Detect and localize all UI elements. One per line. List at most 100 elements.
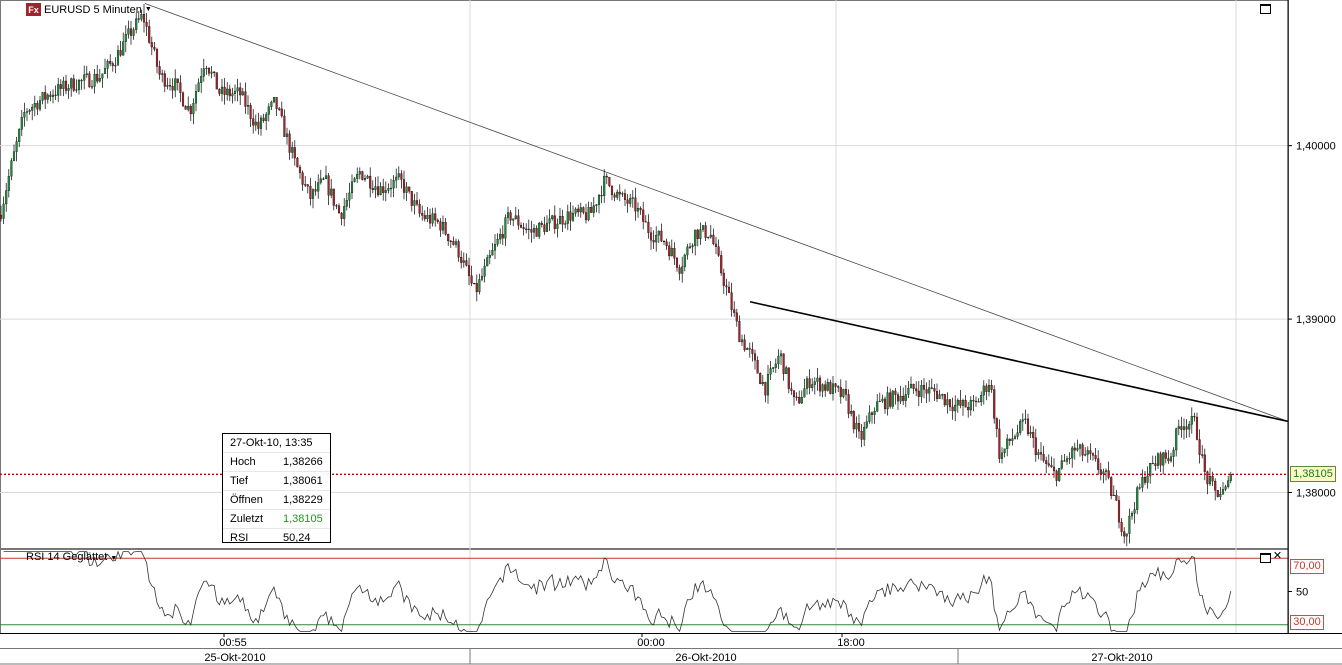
candle-body <box>1156 453 1160 466</box>
candle-body <box>551 215 554 219</box>
maximize-rsi-panel-icon[interactable] <box>1260 553 1271 563</box>
candle-body <box>137 18 140 20</box>
candle-body <box>215 72 218 90</box>
close-rsi-panel-icon[interactable]: ✕ <box>1272 550 1283 562</box>
candle-body <box>813 381 816 385</box>
candle-body <box>1073 447 1076 451</box>
data-window-row: Zuletzt 1,38105 <box>223 509 330 528</box>
candle-body <box>101 73 104 79</box>
candle-body <box>909 383 913 389</box>
candle-body <box>545 222 549 232</box>
price-axis-tick-label: 1,40000 <box>1296 141 1336 153</box>
candle-body <box>72 78 75 91</box>
candle-body <box>194 91 198 104</box>
candle-body <box>1224 486 1227 490</box>
candle-body <box>1078 444 1082 449</box>
candle-body <box>1037 452 1040 456</box>
candle-body <box>179 82 182 93</box>
candle-body <box>423 215 426 220</box>
candle-body <box>249 105 252 119</box>
candle-body <box>322 178 325 180</box>
candle-body <box>272 97 276 103</box>
candle-body <box>304 184 307 186</box>
candle-body <box>501 234 504 239</box>
candle-body <box>207 67 211 74</box>
candle-body <box>930 387 933 389</box>
candle-body <box>839 387 842 397</box>
chart-title[interactable]: Fx EURUSD 5 Minuten ▼ <box>26 3 152 16</box>
candle-body <box>855 423 858 430</box>
data-window-value: 1,38105 <box>283 513 323 525</box>
date-axis-label: 27-Okt-2010 <box>1091 652 1152 664</box>
candle-body <box>764 382 767 396</box>
candle-body <box>688 246 692 248</box>
candle-body <box>665 241 668 247</box>
candle-body <box>519 225 523 228</box>
candle-body <box>145 21 148 27</box>
dropdown-arrow-icon[interactable]: ▼ <box>144 6 152 13</box>
candle-body <box>631 197 634 199</box>
data-window-value: 50,24 <box>283 532 311 544</box>
candle-body <box>153 46 156 50</box>
candle-body <box>603 175 606 196</box>
candle-body <box>829 382 832 394</box>
candle-body <box>655 235 658 243</box>
dropdown-arrow-icon[interactable]: ▼ <box>110 555 118 562</box>
candle-body <box>298 166 302 173</box>
candle-body <box>808 378 811 388</box>
candle-body <box>1154 463 1157 466</box>
candle-body <box>1011 438 1014 441</box>
candle-body <box>228 88 231 97</box>
candle-body <box>5 190 8 205</box>
date-axis-label: 26-Okt-2010 <box>675 652 736 664</box>
candle-body <box>647 221 650 233</box>
candle-body <box>714 243 718 247</box>
data-window-date-row: 27-Okt-10, 13:35 <box>223 434 330 452</box>
candle-body <box>566 211 569 224</box>
candle-body <box>369 175 372 189</box>
candle-body <box>558 215 562 225</box>
candle-body <box>525 228 528 230</box>
data-window-label: Zuletzt <box>230 513 264 525</box>
candle-body <box>465 260 468 266</box>
candle-body <box>1128 515 1131 534</box>
candle-body <box>478 279 481 293</box>
candle-body <box>1024 418 1027 420</box>
candle-body <box>317 182 320 192</box>
candle-body <box>886 392 889 410</box>
candle-body <box>1076 448 1079 451</box>
candle-body <box>917 390 920 397</box>
candle-body <box>181 92 185 107</box>
candle-body <box>184 105 187 110</box>
candle-body <box>977 401 980 403</box>
candle-body <box>584 212 588 221</box>
candle-body <box>540 222 543 225</box>
candle-body <box>1058 468 1061 481</box>
candle-body <box>1047 463 1050 466</box>
candle-body <box>982 385 985 396</box>
candle-body <box>122 41 125 56</box>
rsi-title[interactable]: RSI 14 Geglättet ▼ <box>26 551 117 563</box>
candle-body <box>1000 452 1004 459</box>
candle-body <box>779 353 783 357</box>
rsi-panel <box>0 550 1288 633</box>
candle-body <box>447 234 450 242</box>
candle-body <box>735 312 738 322</box>
candle-body <box>467 265 471 276</box>
candle-body <box>985 385 988 392</box>
maximize-price-panel-icon[interactable] <box>1260 4 1271 14</box>
candle-body <box>187 106 190 110</box>
candle-body <box>1172 449 1175 457</box>
candle-body <box>226 88 229 95</box>
candle-body <box>800 397 803 404</box>
candle-body <box>608 176 611 187</box>
candle-body <box>415 200 419 205</box>
candle-body <box>660 230 663 242</box>
candle-body <box>538 222 541 237</box>
candle-body <box>18 129 21 142</box>
candle-body <box>486 257 489 267</box>
candle-body <box>657 230 660 236</box>
candle-body <box>330 188 333 196</box>
candle-body <box>868 412 871 422</box>
candle-body <box>935 391 939 399</box>
